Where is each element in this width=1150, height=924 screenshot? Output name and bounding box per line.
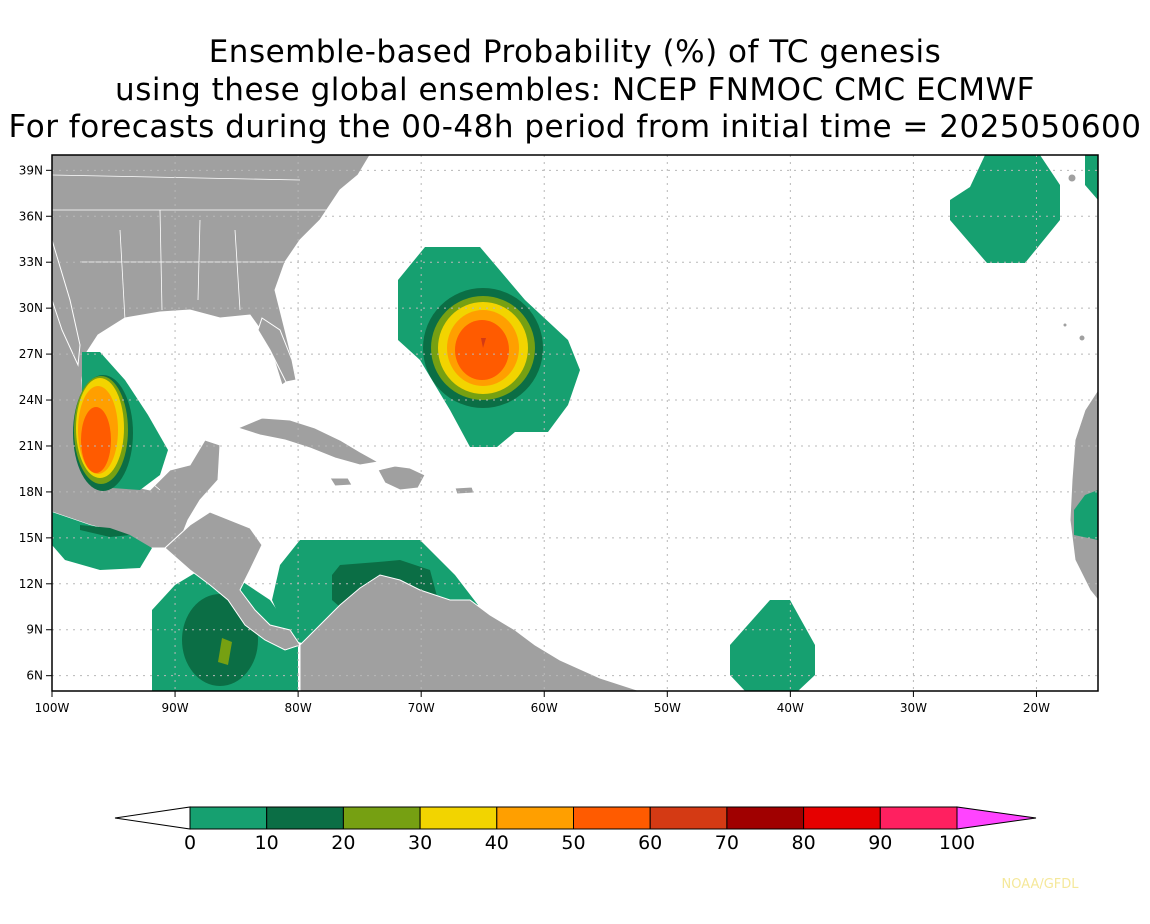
lon-tick-label: 50W [654,701,681,715]
colorbar-segment [803,806,881,830]
colorbar-label: 20 [331,832,355,854]
contour-neatl-0-10 [950,155,1060,263]
grid-lines [52,155,1098,691]
contour-atlantic-60-70 [481,338,486,348]
colorbar-label: 100 [939,832,975,854]
colorbar-label: 40 [485,832,509,854]
colorbar-label: 70 [715,832,739,854]
lat-tick-label: 6N [26,669,43,683]
lat-tick-label: 36N [19,209,43,223]
lat-tick-label: 24N [19,393,43,407]
lat-tick-label: 39N [19,163,43,177]
colorbar-over-triangle [956,806,1037,830]
colorbar-label: 50 [561,832,585,854]
lat-tick-label: 30N [19,301,43,315]
land-puerto-rico [454,486,475,495]
lon-tick-label: 40W [777,701,804,715]
lat-tick-label: 18N [19,485,43,499]
lon-tick-label: 80W [285,701,312,715]
lon-axis: 100W 90W 80W 70W 60W 50W 40W 30W 20W [35,691,1050,715]
land-azores [1067,173,1077,183]
colorbar-segment [496,806,574,830]
title-line-2: using these global ensembles: NCEP FNMOC… [115,72,1035,108]
colorbar-label: 80 [792,832,816,854]
lon-tick-label: 20W [1023,701,1050,715]
lat-axis: 39N 36N 33N 30N 27N 24N 21N 18N 15N 12N 9N 6N [19,163,52,683]
land-baja [52,239,81,367]
title-line-3: For forecasts during the 00-48h period f… [8,109,1142,145]
lat-tick-label: 27N [19,347,43,361]
land-hispaniola [377,465,426,491]
colorbar-segment [189,806,268,830]
contour-epac-10-20 [80,525,130,537]
lat-tick-label: 9N [26,623,43,637]
colorbar-label: 90 [868,832,892,854]
colorbar-label: 10 [255,832,279,854]
contour-atlantic-50-60 [455,320,509,380]
colorbar-under-triangle [114,806,191,830]
colorbar: 0 10 20 30 40 50 60 70 80 90 100 [114,806,1037,854]
probability-contours [52,155,1098,691]
colorbar-segment [649,806,728,830]
contour-epac2-20-30 [218,638,232,665]
land-cuba [236,417,380,466]
credit-text: NOAA/GFDL [1001,877,1079,892]
colorbar-segment [342,806,421,830]
colorbar-segment [419,806,498,830]
lat-tick-label: 33N [19,255,43,269]
map-frame [51,154,1099,692]
contour-gulf-50-60 [81,407,111,473]
land-africa [1069,389,1098,601]
lat-tick-label: 12N [19,577,43,591]
contour-africa-0-10 [1074,490,1098,540]
contour-neatl2-0-10 [1085,155,1098,200]
land-florida [257,317,297,383]
colorbar-label: 60 [638,832,662,854]
land-canary [1078,334,1086,342]
colorbar-segment [879,806,958,830]
contour-catl-0-10 [730,600,815,691]
land-madeira [1062,322,1068,328]
land-jamaica [329,477,353,487]
title-line-1: Ensemble-based Probability (%) of TC gen… [208,34,942,70]
lon-tick-label: 70W [408,701,435,715]
colorbar-segment [573,806,651,830]
lat-tick-label: 15N [19,531,43,545]
lon-tick-label: 100W [35,701,70,715]
land-overlay [164,511,641,691]
colorbar-segment [726,806,805,830]
lat-tick-label: 21N [19,439,43,453]
contour-epac-0-10 [52,512,152,570]
lon-tick-label: 90W [161,701,188,715]
colorbar-segment [266,806,344,830]
lon-tick-label: 30W [900,701,927,715]
colorbar-label: 0 [184,832,196,854]
lon-tick-label: 60W [531,701,558,715]
colorbar-label: 30 [408,832,432,854]
